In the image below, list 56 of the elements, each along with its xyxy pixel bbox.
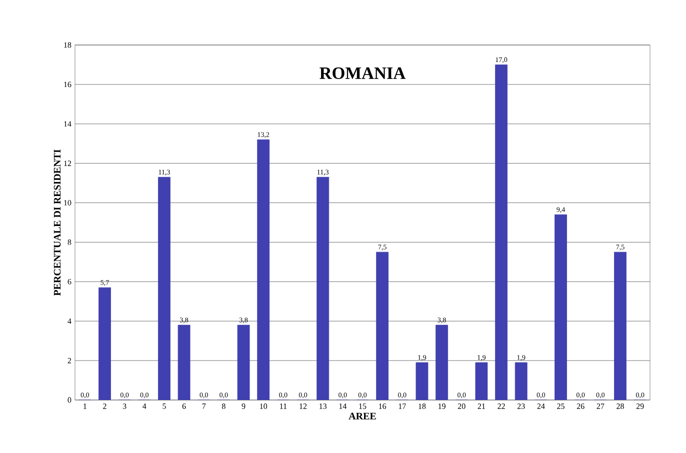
bar <box>376 252 389 400</box>
x-tick-label: 21 <box>478 404 485 409</box>
bar <box>416 362 428 400</box>
y-tick-label: 14 <box>64 121 72 127</box>
y-tick-label: 10 <box>64 200 72 206</box>
y-axis-title: PERCENTUALE DI RESIDENTI <box>54 150 61 296</box>
x-tick-label: 9 <box>242 404 246 409</box>
y-tick-label: 8 <box>68 240 72 245</box>
y-tick-label: 4 <box>68 318 72 324</box>
x-tick-label: 11 <box>280 404 287 409</box>
bar <box>495 64 508 400</box>
x-tick-label: 23 <box>517 404 525 409</box>
bar <box>98 287 111 400</box>
x-tick-label: 1 <box>84 404 86 409</box>
bar <box>436 324 448 400</box>
text: ROMANIA <box>320 67 406 79</box>
bar <box>316 176 330 400</box>
y-tick-label: 2 <box>68 358 72 364</box>
x-tick-label: 6 <box>182 404 186 409</box>
x-tick-label: 29 <box>636 404 644 409</box>
x-tick-label: 14 <box>339 404 347 409</box>
x-tick-label: 2 <box>103 404 106 409</box>
x-tick-label: 16 <box>379 404 386 409</box>
bar <box>475 362 488 400</box>
x-tick-label: 18 <box>418 404 426 409</box>
x-tick-label: 4 <box>142 404 146 409</box>
x-tick-label: 24 <box>537 404 545 409</box>
x-tick-label: 22 <box>498 404 505 409</box>
bar <box>514 362 528 400</box>
x-tick-label: 28 <box>616 404 624 409</box>
y-tick-label: 16 <box>64 82 72 88</box>
bar <box>257 139 270 400</box>
x-tick-label: 12 <box>300 404 307 409</box>
x-tick-label: 26 <box>576 404 584 409</box>
x-axis-title: AREE <box>348 412 376 420</box>
x-tick-label: 7 <box>202 404 206 409</box>
y-tick-label: 12 <box>64 160 72 166</box>
bar <box>237 324 250 400</box>
x-tick-label: 19 <box>438 404 446 409</box>
y-tick-label: 0 <box>68 397 72 403</box>
x-tick-label: 5 <box>162 404 166 409</box>
x-tick-label: 13 <box>320 404 327 409</box>
bar <box>158 176 170 400</box>
x-tick-label: 3 <box>122 404 126 409</box>
bar <box>614 252 626 400</box>
bar <box>554 214 567 400</box>
y-tick-label: 18 <box>64 42 72 48</box>
y-tick-label: 6 <box>68 278 72 284</box>
x-tick-label: 17 <box>398 404 406 409</box>
x-tick-label: 25 <box>557 404 564 409</box>
x-tick-label: 27 <box>596 404 604 409</box>
x-tick-label: 10 <box>260 404 268 409</box>
bar <box>178 324 190 400</box>
x-tick-label: 20 <box>458 404 466 409</box>
x-tick-label: 8 <box>222 404 226 409</box>
x-tick-label: 15 <box>359 404 366 409</box>
